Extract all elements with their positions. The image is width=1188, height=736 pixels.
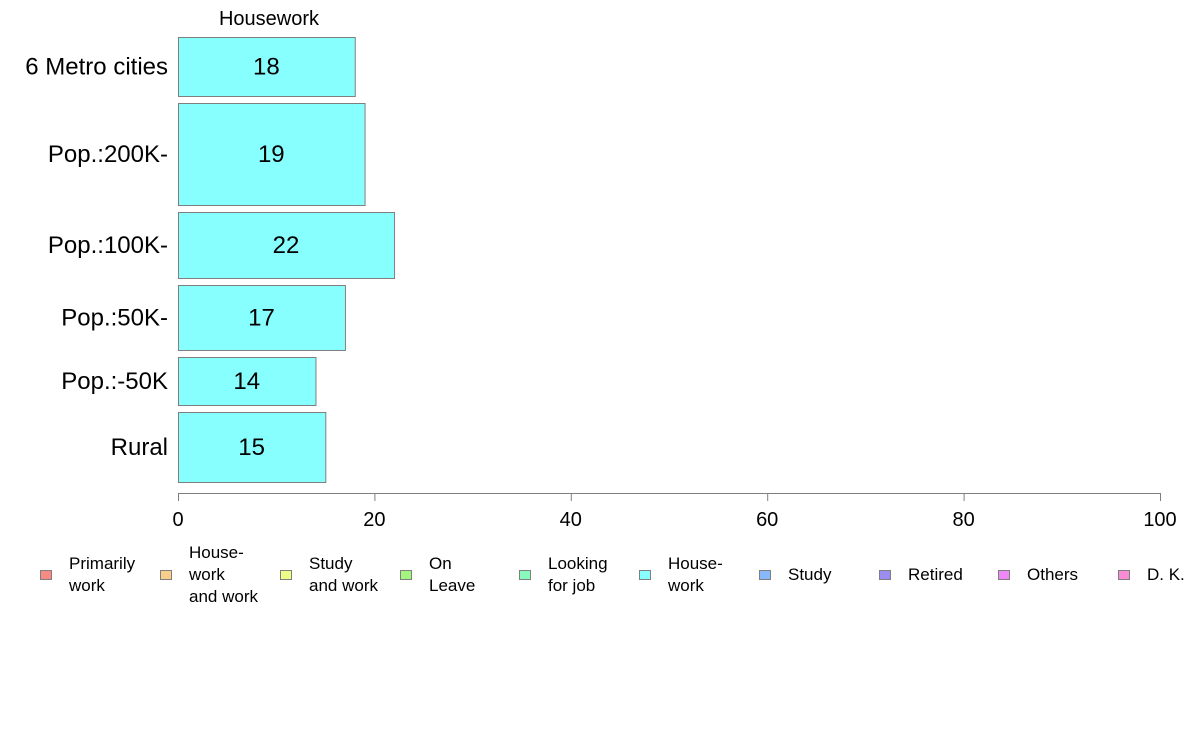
legend-label: House- work — [668, 554, 723, 595]
bar-0 — [178, 37, 356, 97]
legend-label: Looking for job — [548, 554, 608, 595]
legend-swatch — [998, 570, 1010, 580]
legend-label: Study — [788, 565, 832, 584]
x-tick-label: 80 — [952, 509, 974, 531]
legend-swatch — [40, 570, 52, 580]
legend-label: Study and work — [309, 554, 378, 595]
bar-value-label: 19 — [258, 141, 285, 168]
category-label: Pop.:200K- — [48, 141, 168, 168]
x-tick-label: 60 — [756, 509, 778, 531]
legend-label: Retired — [908, 565, 963, 584]
bar-value-label: 18 — [253, 54, 280, 81]
legend-label: Others — [1027, 565, 1079, 584]
category-label: 6 Metro cities — [25, 54, 168, 81]
bar-value-label: 22 — [273, 232, 300, 259]
legend-label: D. K. — [1147, 565, 1185, 584]
legend-swatch — [759, 570, 771, 580]
legend-swatch — [879, 570, 891, 580]
legend-swatch — [639, 570, 651, 580]
category-label: Pop.:100K- — [48, 232, 168, 259]
bar-value-label: 14 — [233, 368, 260, 395]
bar-5 — [178, 412, 327, 483]
legend-swatch — [519, 570, 531, 580]
bar-1 — [178, 103, 366, 206]
legend: Primarily work House- work and work Study … — [0, 543, 1188, 608]
legend-label: House- work and work — [189, 543, 258, 606]
category-label: Pop.:50K- — [61, 305, 168, 332]
legend-swatch — [1118, 570, 1130, 580]
category-label: Pop.:-50K — [61, 368, 168, 395]
legend-swatch — [280, 570, 292, 580]
bar-value-label: 15 — [238, 434, 265, 461]
x-tick-label: 100 — [1143, 509, 1176, 531]
x-tick-label: 20 — [363, 509, 385, 531]
x-tick-label: 0 — [172, 509, 183, 531]
legend-swatch — [400, 570, 412, 580]
bars-layer: 18 6 Metro cities 19 Pop.:200K- 22 Pop.:100K-… — [25, 37, 396, 483]
bar-chart: Housework 18 6 Metro cities 19 Pop.:200K- 22… — [25, 8, 1177, 531]
bar-4 — [178, 357, 317, 406]
bar-2 — [178, 212, 396, 279]
bar-value-label: 17 — [248, 305, 275, 332]
bar-3 — [178, 285, 346, 351]
legend-label: Primarily work — [69, 554, 136, 595]
category-label: Rural — [111, 434, 168, 461]
legend-label: On Leave — [429, 554, 476, 595]
legend-swatch — [160, 570, 172, 580]
x-axis: 0 20 40 60 80 100 — [172, 493, 1177, 531]
chart-title: Housework — [219, 8, 320, 30]
x-tick-label: 40 — [560, 509, 582, 531]
